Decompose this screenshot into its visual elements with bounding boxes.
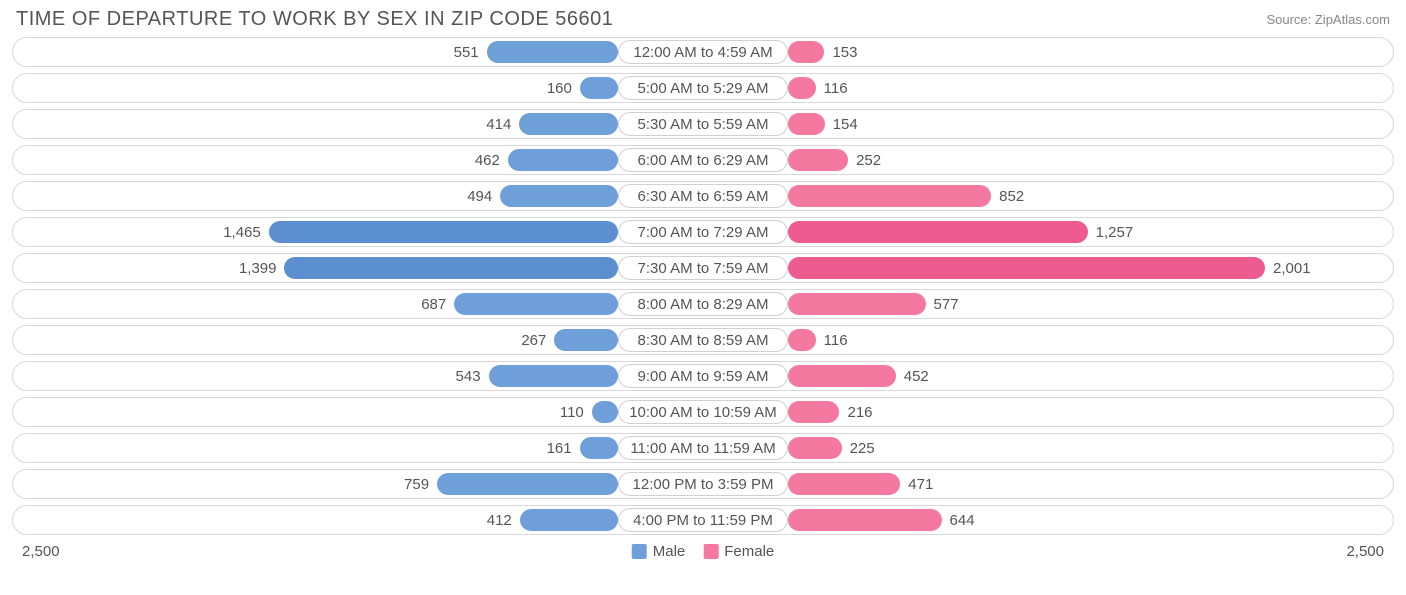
chart-header: TIME OF DEPARTURE TO WORK BY SEX IN ZIP … [12,8,1394,37]
axis-label-left: 2,500 [22,543,60,560]
female-value: 252 [856,146,881,174]
chart-row: 110 216 10:00 AM to 10:59 AM [12,397,1394,427]
category-label: 8:00 AM to 8:29 AM [618,292,788,316]
chart-row: 494 852 6:30 AM to 6:59 AM [12,181,1394,211]
male-bar [487,41,618,63]
male-bar [284,257,618,279]
female-value: 577 [934,290,959,318]
category-label: 12:00 AM to 4:59 AM [618,40,788,64]
male-bar [269,221,618,243]
chart-row: 414 154 5:30 AM to 5:59 AM [12,109,1394,139]
legend-label-female: Female [724,543,774,560]
female-value: 153 [832,38,857,66]
chart-row: 462 252 6:00 AM to 6:29 AM [12,145,1394,175]
female-bar [788,329,816,351]
female-bar [788,149,848,171]
male-bar [508,149,618,171]
male-bar [592,401,618,423]
category-label: 5:00 AM to 5:29 AM [618,76,788,100]
male-value: 161 [547,434,572,462]
chart-row: 161 225 11:00 AM to 11:59 AM [12,433,1394,463]
male-bar [580,437,618,459]
female-bar [788,41,824,63]
female-value: 225 [850,434,875,462]
chart-footer: 2,500 Male Female 2,500 [12,541,1394,567]
male-value: 110 [560,398,584,426]
male-value: 759 [404,470,429,498]
male-bar [500,185,618,207]
male-bar [437,473,618,495]
female-bar [788,77,816,99]
male-value: 687 [421,290,446,318]
male-bar [519,113,618,135]
male-value: 551 [454,38,479,66]
female-bar [788,113,825,135]
female-bar [788,365,896,387]
male-bar [520,509,618,531]
legend-swatch-female [703,544,718,559]
category-label: 8:30 AM to 8:59 AM [618,328,788,352]
female-bar [788,185,991,207]
female-value: 471 [908,470,933,498]
female-value: 1,257 [1096,218,1134,246]
category-label: 9:00 AM to 9:59 AM [618,364,788,388]
male-value: 1,465 [223,218,261,246]
chart-title: TIME OF DEPARTURE TO WORK BY SEX IN ZIP … [16,8,613,31]
category-label: 7:30 AM to 7:59 AM [618,256,788,280]
category-label: 6:00 AM to 6:29 AM [618,148,788,172]
chart-row: 551 153 12:00 AM to 4:59 AM [12,37,1394,67]
chart-row: 759 471 12:00 PM to 3:59 PM [12,469,1394,499]
legend: Male Female [632,543,775,560]
chart-row: 687 577 8:00 AM to 8:29 AM [12,289,1394,319]
category-label: 7:00 AM to 7:29 AM [618,220,788,244]
category-label: 10:00 AM to 10:59 AM [618,400,788,424]
legend-label-male: Male [653,543,686,560]
female-value: 116 [824,74,848,102]
male-bar [554,329,618,351]
legend-swatch-male [632,544,647,559]
chart-area: 551 153 12:00 AM to 4:59 AM 160 116 5:00 AM t… [12,37,1394,535]
female-value: 216 [847,398,872,426]
chart-row: 1,399 2,001 7:30 AM to 7:59 AM [12,253,1394,283]
female-bar [788,401,839,423]
female-bar [788,221,1088,243]
chart-row: 412 644 4:00 PM to 11:59 PM [12,505,1394,535]
female-bar [788,437,842,459]
female-value: 644 [950,506,975,534]
female-bar [788,473,900,495]
male-value: 267 [521,326,546,354]
male-value: 412 [487,506,512,534]
category-label: 11:00 AM to 11:59 AM [618,436,788,460]
female-bar [788,509,942,531]
chart-row: 543 452 9:00 AM to 9:59 AM [12,361,1394,391]
male-value: 414 [486,110,511,138]
male-value: 1,399 [239,254,277,282]
chart-row: 1,465 1,257 7:00 AM to 7:29 AM [12,217,1394,247]
female-value: 452 [904,362,929,390]
female-bar [788,257,1265,279]
chart-source: Source: ZipAtlas.com [1266,12,1390,27]
male-value: 494 [467,182,492,210]
chart-row: 160 116 5:00 AM to 5:29 AM [12,73,1394,103]
category-label: 4:00 PM to 11:59 PM [618,508,788,532]
category-label: 5:30 AM to 5:59 AM [618,112,788,136]
male-value: 160 [547,74,572,102]
male-bar [489,365,618,387]
legend-item-male: Male [632,543,686,560]
female-value: 116 [824,326,848,354]
female-value: 2,001 [1273,254,1311,282]
category-label: 6:30 AM to 6:59 AM [618,184,788,208]
male-bar [580,77,618,99]
legend-item-female: Female [703,543,774,560]
female-value: 852 [999,182,1024,210]
female-value: 154 [833,110,858,138]
male-value: 462 [475,146,500,174]
chart-row: 267 116 8:30 AM to 8:59 AM [12,325,1394,355]
axis-label-right: 2,500 [1346,543,1384,560]
male-bar [454,293,618,315]
female-bar [788,293,926,315]
category-label: 12:00 PM to 3:59 PM [618,472,788,496]
male-value: 543 [456,362,481,390]
